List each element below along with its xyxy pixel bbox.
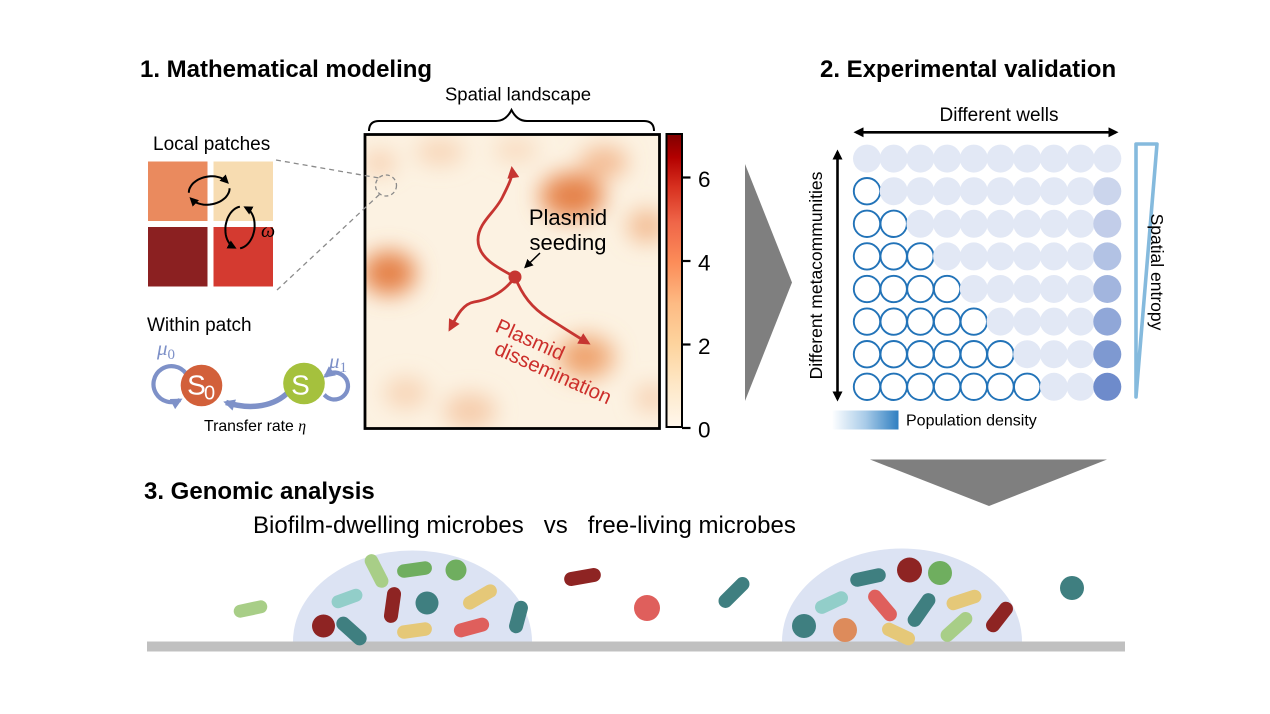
svg-text:Plasmid: Plasmid	[529, 205, 607, 230]
svg-text:μ0: μ0	[156, 336, 175, 363]
svg-text:4: 4	[698, 251, 711, 276]
svg-text:2. Experimental validation: 2. Experimental validation	[820, 56, 1116, 83]
svg-text:0: 0	[204, 383, 215, 405]
svg-text:Transfer rate η: Transfer rate η	[204, 418, 306, 435]
svg-text:Spatial landscape: Spatial landscape	[445, 84, 591, 105]
svg-text:S: S	[291, 370, 310, 401]
svg-text:μ1: μ1	[328, 349, 347, 376]
svg-text:Local patches: Local patches	[153, 134, 270, 155]
svg-text:2: 2	[698, 334, 711, 359]
svg-text:Different metacommunities: Different metacommunities	[806, 171, 826, 379]
svg-text:3. Genomic analysis: 3. Genomic analysis	[144, 478, 375, 505]
svg-text:ω: ω	[261, 220, 275, 242]
svg-text:Spatial entropy: Spatial entropy	[1147, 214, 1167, 331]
svg-text:0: 0	[698, 418, 711, 443]
svg-text:seeding: seeding	[529, 230, 606, 255]
svg-text:S: S	[187, 370, 206, 401]
svg-text:Within patch: Within patch	[147, 315, 252, 336]
svg-text:Biofilm-dwelling microbes vs: Biofilm-dwelling microbes vs free-living…	[253, 512, 796, 539]
svg-text:1. Mathematical modeling: 1. Mathematical modeling	[140, 56, 432, 83]
svg-text:6: 6	[698, 167, 711, 192]
svg-text:Population density: Population density	[906, 413, 1037, 430]
svg-text:Different wells: Different wells	[940, 105, 1059, 126]
